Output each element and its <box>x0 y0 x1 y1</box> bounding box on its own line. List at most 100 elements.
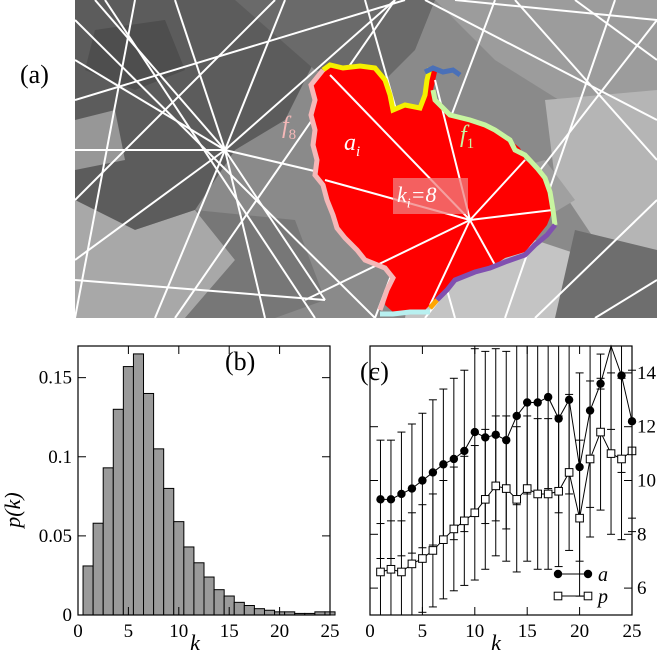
data-point-p <box>428 546 438 555</box>
legend-marker-a <box>583 569 593 579</box>
data-point-p <box>606 449 616 458</box>
histogram-bar <box>112 408 124 616</box>
scaling-xtick-label: 25 <box>623 621 642 642</box>
data-point-a <box>575 462 584 472</box>
scaling-ytick-label: 12 <box>637 417 656 438</box>
data-point-p <box>501 484 511 493</box>
data-point-p <box>418 554 427 563</box>
data-point-a <box>523 398 532 407</box>
data-point-a <box>376 495 385 504</box>
border-yellow <box>321 62 433 114</box>
legend-label-p: p <box>596 586 608 608</box>
data-point-p <box>596 427 605 437</box>
scaling-ytick-label: 8 <box>637 524 647 545</box>
legend-label-a: a <box>598 564 608 586</box>
data-point-p <box>470 508 480 518</box>
data-point-p <box>512 495 522 504</box>
panel-b-label: (b) <box>225 347 255 376</box>
data-point-a <box>554 414 563 423</box>
border-cyan <box>380 309 430 317</box>
legend-marker-p <box>583 591 593 601</box>
face-f8-sub: 8 <box>288 126 297 143</box>
data-point-p <box>564 468 574 477</box>
data-point-a <box>491 430 500 439</box>
data-point-p <box>460 516 469 526</box>
data-point-a <box>397 489 406 499</box>
scaling-xtick-label: 15 <box>518 621 537 642</box>
histogram-bar <box>153 448 165 616</box>
data-point-p <box>386 564 396 574</box>
histogram-bar <box>193 562 205 616</box>
k-sub: i <box>406 196 411 212</box>
scaling-xtick-label: 0 <box>365 621 375 642</box>
panel-a-label: (a) <box>20 60 49 89</box>
data-point-a <box>418 476 427 485</box>
region-a-letter: a <box>344 130 356 156</box>
data-point-p <box>407 559 417 569</box>
data-point-a <box>585 406 595 415</box>
histogram-bar <box>233 601 245 616</box>
histogram-bar <box>163 487 175 616</box>
data-point-a <box>470 427 479 437</box>
histogram-ytick-label: 0.1 <box>48 447 72 468</box>
border-pink <box>308 68 396 311</box>
face-f1-sub: 1 <box>466 135 475 152</box>
border-purple <box>435 223 557 302</box>
data-point-a <box>502 435 511 445</box>
scaling-ytick-label: 10 <box>637 471 656 492</box>
scaling-xtick-label: 10 <box>465 621 484 642</box>
scaling-xtick-label: 5 <box>418 621 428 642</box>
histogram-bar <box>122 366 134 616</box>
k-value: =8 <box>410 182 437 207</box>
histogram-bar <box>253 608 265 616</box>
data-point-p <box>533 489 542 499</box>
histogram-xtick-label: 15 <box>220 621 239 642</box>
data-point-a <box>512 411 521 421</box>
scaling-chart: 0 5 10 15 20 25 6 8 10 12 14 (c) k ap <box>360 344 657 655</box>
data-point-a <box>543 392 553 402</box>
mosaic-cell <box>85 20 185 90</box>
histogram-bar <box>203 576 215 616</box>
histogram-ylabel: p(k) <box>0 492 25 529</box>
histogram-ytick-label: 0.15 <box>39 368 72 389</box>
data-point-a <box>460 446 469 456</box>
data-point-a <box>439 460 448 469</box>
histogram-bar <box>143 392 155 616</box>
histogram-bar <box>263 609 276 616</box>
data-point-p <box>449 524 459 534</box>
data-point-a <box>596 379 605 388</box>
data-point-p <box>397 567 406 577</box>
data-point-a <box>428 468 438 477</box>
data-point-p <box>439 535 448 544</box>
histogram-bar <box>102 467 114 616</box>
mosaic-cell <box>435 0 657 110</box>
data-point-p <box>376 567 385 577</box>
border-green <box>430 89 558 226</box>
border-orange <box>428 298 439 310</box>
k-letter: k <box>397 182 407 207</box>
scaling-ytick-label: 6 <box>637 578 647 599</box>
scaling-xtick-label: 20 <box>570 621 589 642</box>
histogram-xtick-label: 5 <box>124 621 134 642</box>
panel-c-label: (c) <box>360 357 389 386</box>
scaling-frame <box>369 345 633 616</box>
histogram-bar <box>173 521 185 616</box>
histogram-frame <box>77 345 331 616</box>
k-value-label: ki=8 <box>397 182 437 212</box>
legend: ap <box>553 564 608 608</box>
data-point-p <box>617 454 626 464</box>
region-a-label: ai <box>344 130 360 161</box>
histogram-bar <box>213 589 225 616</box>
data-point-p <box>585 454 595 464</box>
data-point-a <box>449 454 459 464</box>
data-point-p <box>543 489 553 499</box>
face-f8-letter: f <box>282 113 289 139</box>
data-point-p <box>480 495 490 504</box>
histogram-xtick-label: 10 <box>169 621 188 642</box>
data-point-a <box>386 495 396 504</box>
histogram-xlabel: k <box>190 630 201 655</box>
border-blue <box>423 65 462 78</box>
histogram-xtick-label: 20 <box>270 621 289 642</box>
legend-marker-p <box>553 591 563 601</box>
histogram-bar <box>243 605 255 616</box>
